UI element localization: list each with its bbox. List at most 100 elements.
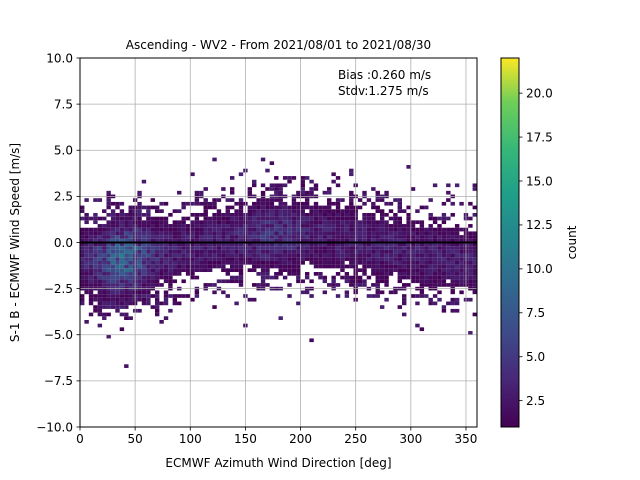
- heatmap-cell: [177, 231, 182, 236]
- heatmap-cell: [106, 246, 111, 250]
- heatmap-cell: [190, 172, 195, 177]
- heatmap-cell: [296, 246, 301, 250]
- heatmap-cell: [221, 246, 226, 250]
- heatmap-cell: [97, 275, 103, 280]
- heatmap-cell: [97, 216, 103, 221]
- heatmap-cell: [221, 238, 226, 243]
- heatmap-cell: [472, 187, 477, 191]
- heatmap-cell: [115, 220, 120, 225]
- heatmap-cell: [278, 227, 283, 232]
- heatmap-cell: [287, 272, 292, 276]
- heatmap-cell: [172, 227, 178, 232]
- heatmap-cell: [349, 209, 354, 213]
- heatmap-cell: [441, 246, 447, 250]
- heatmap-cell: [397, 238, 403, 243]
- heatmap-cell: [207, 220, 213, 225]
- heatmap-cell: [468, 268, 473, 273]
- heatmap-cell: [194, 275, 200, 280]
- heatmap-cell: [437, 279, 442, 284]
- heatmap-cell: [282, 249, 288, 254]
- heatmap-cell: [238, 246, 244, 250]
- heatmap-cell: [260, 201, 266, 206]
- heatmap-cell: [384, 227, 389, 232]
- heatmap-cell: [102, 216, 107, 221]
- heatmap-cell: [406, 220, 411, 225]
- heatmap-cell: [110, 212, 116, 217]
- heatmap-cell: [432, 253, 438, 258]
- heatmap-cell: [247, 257, 253, 261]
- heatmap-cell: [84, 260, 89, 265]
- heatmap-cell: [428, 272, 433, 276]
- heatmap-cell: [146, 257, 151, 261]
- heatmap-cell: [163, 224, 169, 228]
- y-tick-label: −10.0: [36, 420, 73, 434]
- heatmap-cell: [322, 290, 328, 295]
- heatmap-cell: [446, 216, 451, 221]
- heatmap-cell: [419, 253, 425, 258]
- heatmap-cell: [432, 268, 438, 273]
- heatmap-cell: [168, 264, 173, 269]
- heatmap-cell: [357, 242, 363, 247]
- heatmap-cell: [172, 238, 178, 243]
- heatmap-cell: [441, 268, 447, 273]
- heatmap-cell: [428, 212, 433, 217]
- heatmap-cell: [282, 224, 288, 228]
- heatmap-cell: [287, 268, 292, 273]
- heatmap-cell: [128, 275, 133, 280]
- heatmap-cell: [437, 272, 442, 276]
- heatmap-cell: [393, 216, 398, 221]
- heatmap-cell: [80, 301, 85, 306]
- heatmap-cell: [159, 231, 164, 236]
- heatmap-cell: [419, 246, 425, 250]
- chart-title: Ascending - WV2 - From 2021/08/01 to 202…: [126, 38, 431, 52]
- heatmap-cell: [150, 249, 155, 254]
- heatmap-cell: [172, 260, 178, 265]
- heatmap-cell: [185, 216, 191, 221]
- heatmap-cell: [110, 257, 116, 261]
- heatmap-cell: [207, 242, 213, 247]
- heatmap-cell: [102, 275, 107, 280]
- heatmap-cell: [402, 272, 407, 276]
- heatmap-cell: [340, 249, 345, 254]
- heatmap-cell: [327, 242, 332, 247]
- heatmap-cell: [340, 238, 345, 243]
- heatmap-cell: [371, 253, 376, 258]
- heatmap-cell: [402, 268, 407, 273]
- heatmap-cell: [402, 242, 407, 247]
- heatmap-cell: [287, 249, 292, 254]
- heatmap-cell: [265, 249, 270, 254]
- heatmap-cell: [419, 238, 425, 243]
- heatmap-cell: [313, 201, 319, 206]
- heatmap-cell: [225, 257, 230, 261]
- heatmap-cell: [441, 220, 447, 225]
- heatmap-cell: [154, 268, 160, 273]
- heatmap-cell: [119, 242, 125, 247]
- colorbar-tick-label: 2.5: [526, 394, 545, 408]
- heatmap-cell: [172, 231, 178, 236]
- heatmap-cell: [247, 268, 253, 273]
- heatmap-cell: [432, 246, 438, 250]
- heatmap-cell: [432, 301, 438, 306]
- heatmap-cell: [124, 227, 129, 232]
- heatmap-cell: [291, 249, 297, 254]
- heatmap-cell: [154, 283, 160, 287]
- heatmap-cell: [309, 249, 314, 254]
- heatmap-cell: [234, 216, 239, 221]
- heatmap-cell: [331, 172, 336, 177]
- x-tick-label: 100: [179, 432, 202, 446]
- heatmap-cell: [199, 212, 204, 217]
- heatmap-cell: [344, 249, 350, 254]
- heatmap-cell: [402, 235, 407, 239]
- heatmap-cell: [190, 235, 195, 239]
- heatmap-cell: [265, 168, 270, 173]
- heatmap-cell: [349, 198, 354, 202]
- heatmap-cell: [410, 235, 416, 239]
- heatmap-cell: [124, 264, 129, 269]
- heatmap-cell: [229, 279, 235, 284]
- heatmap-cell: [84, 235, 89, 239]
- heatmap-cell: [168, 253, 173, 258]
- heatmap-cell: [459, 283, 464, 287]
- heatmap-cell: [216, 264, 222, 269]
- heatmap-cell: [313, 235, 319, 239]
- heatmap-cell: [146, 212, 151, 217]
